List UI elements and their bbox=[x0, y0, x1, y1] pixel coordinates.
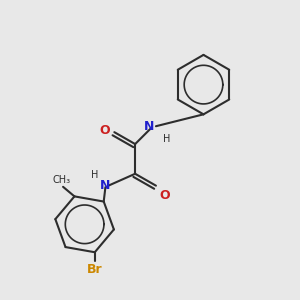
Text: CH₃: CH₃ bbox=[52, 175, 70, 185]
Text: Br: Br bbox=[87, 262, 103, 276]
Text: O: O bbox=[99, 124, 110, 137]
Text: N: N bbox=[100, 179, 110, 192]
Text: O: O bbox=[159, 189, 169, 202]
Text: H: H bbox=[91, 170, 98, 180]
Text: N: N bbox=[144, 120, 154, 133]
Text: H: H bbox=[164, 134, 171, 144]
